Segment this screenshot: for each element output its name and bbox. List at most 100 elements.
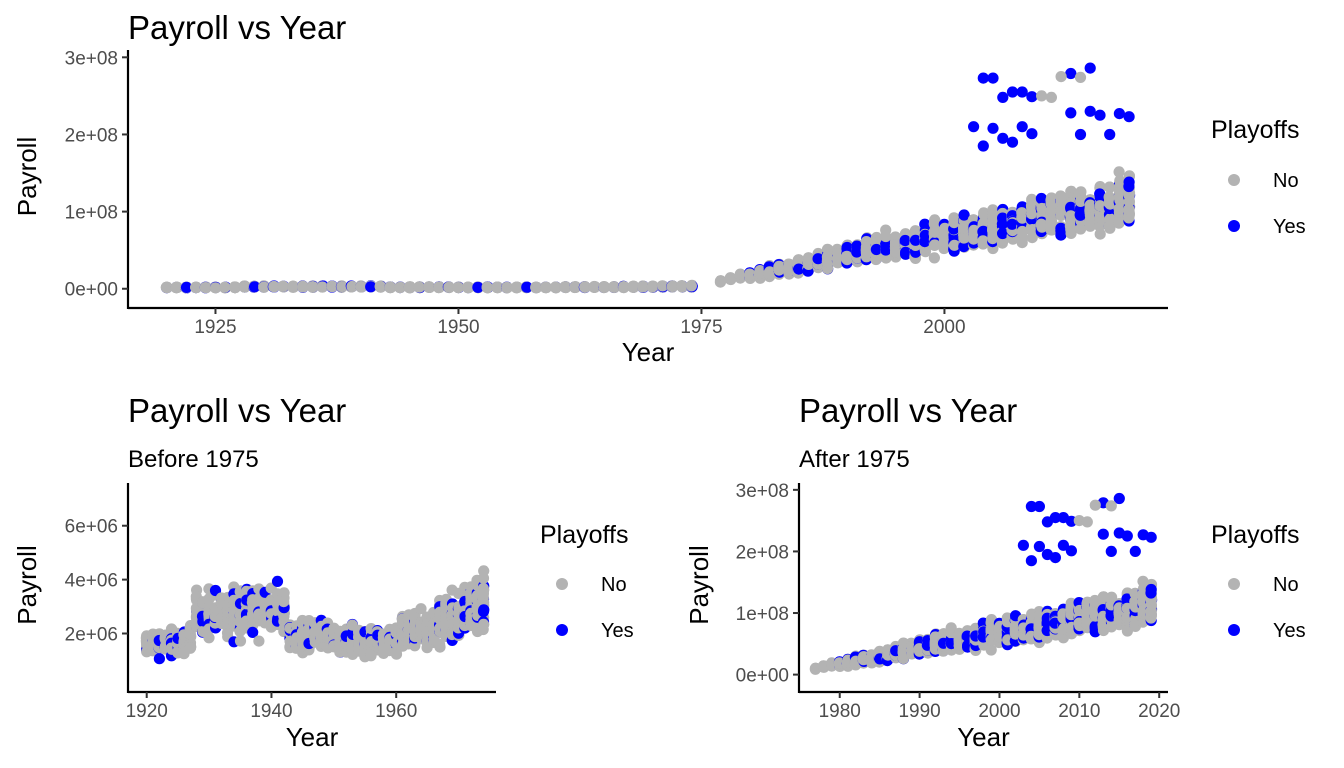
- point-playoffs-no: [1137, 575, 1149, 587]
- point-playoffs-no: [627, 281, 639, 293]
- point-playoffs-yes: [870, 243, 883, 256]
- point-playoffs-no: [968, 224, 980, 236]
- point-playoffs-no: [356, 281, 368, 293]
- point-playoffs-no: [929, 226, 941, 238]
- point-playoffs-no: [404, 281, 416, 293]
- x-tick-label: 2000: [923, 317, 965, 338]
- point-playoffs-no: [161, 281, 173, 294]
- chart-subtitle: Before 1975: [128, 446, 259, 473]
- point-playoffs-no: [948, 217, 960, 229]
- point-playoffs-no: [184, 642, 196, 654]
- point-playoffs-no: [1094, 211, 1106, 223]
- point-playoffs-no: [1055, 191, 1067, 203]
- point-playoffs-no: [1104, 221, 1116, 233]
- point-playoffs-no: [1026, 224, 1038, 236]
- x-tick-label: 1920: [126, 701, 168, 722]
- point-playoffs-no: [666, 281, 678, 293]
- point-playoffs-no: [754, 267, 766, 279]
- point-playoffs-no: [929, 239, 941, 251]
- point-playoffs-no: [200, 282, 212, 294]
- point-playoffs-no: [822, 244, 834, 256]
- point-playoffs-no: [985, 644, 997, 656]
- point-playoffs-yes: [1123, 176, 1135, 188]
- x-tick-label: 1925: [194, 317, 236, 338]
- legend-label-no: No: [1273, 170, 1299, 192]
- point-playoffs-no: [1045, 204, 1057, 216]
- point-playoffs-yes: [1065, 67, 1077, 80]
- point-playoffs-no: [676, 280, 688, 293]
- point-playoffs-no: [618, 281, 630, 293]
- point-playoffs-no: [510, 281, 522, 294]
- point-playoffs-yes: [1084, 62, 1096, 74]
- point-playoffs-no: [1045, 219, 1057, 231]
- point-playoffs-no: [1114, 175, 1126, 187]
- point-playoffs-yes: [1113, 108, 1125, 120]
- point-playoffs-no: [1026, 193, 1038, 205]
- point-playoffs-yes: [1033, 500, 1045, 513]
- point-playoffs-yes: [919, 229, 931, 241]
- point-playoffs-yes: [812, 253, 824, 265]
- point-playoffs-yes: [1074, 128, 1087, 141]
- point-playoffs-yes: [997, 91, 1009, 103]
- point-playoffs-yes: [365, 281, 377, 293]
- point-playoffs-no: [657, 280, 669, 292]
- point-playoffs-no: [452, 282, 464, 294]
- legend: Playoffs No Yes: [1211, 521, 1306, 642]
- point-playoffs-no: [1074, 71, 1087, 83]
- point-playoffs-no: [1094, 200, 1106, 212]
- legend: Playoffs No Yes: [540, 521, 634, 642]
- point-playoffs-no: [238, 281, 250, 293]
- point-playoffs-yes: [1065, 107, 1077, 119]
- point-playoffs-no: [734, 268, 746, 280]
- chart-panel-2: Payroll vs Year Before 1975 1920 1940 1960 2e…: [12, 392, 634, 752]
- point-playoffs-yes: [1113, 492, 1125, 505]
- point-playoffs-yes: [1025, 555, 1037, 567]
- point-playoffs-no: [724, 272, 736, 284]
- point-playoffs-no: [646, 281, 659, 293]
- point-playoffs-no: [598, 281, 611, 293]
- y-tick-label: 4e+06: [65, 571, 118, 592]
- point-playoffs-no: [714, 275, 727, 287]
- point-playoffs-yes: [997, 227, 1009, 240]
- legend-label-no: No: [601, 574, 627, 596]
- point-playoffs-no: [253, 635, 265, 647]
- point-playoffs-no: [928, 252, 941, 264]
- point-playoffs-no: [1036, 221, 1048, 233]
- x-axis-title: Year: [286, 722, 339, 752]
- point-playoffs-no: [297, 280, 309, 293]
- point-playoffs-yes: [900, 246, 912, 258]
- point-playoffs-yes: [1049, 511, 1061, 524]
- point-playoffs-no: [861, 249, 873, 261]
- point-playoffs-yes: [478, 604, 490, 616]
- point-playoffs-yes: [1104, 128, 1116, 141]
- chart-title: Payroll vs Year: [128, 392, 346, 429]
- point-playoffs-no: [268, 280, 280, 293]
- point-playoffs-yes: [1145, 531, 1157, 543]
- legend: Playoffs No Yes: [1211, 116, 1306, 238]
- point-playoffs-no: [413, 281, 425, 293]
- y-axis-title: Payroll: [684, 545, 714, 624]
- point-playoffs-no: [1036, 90, 1048, 102]
- chart-title: Payroll vs Year: [128, 9, 346, 46]
- point-playoffs-no: [288, 281, 300, 293]
- point-playoffs-no: [478, 618, 490, 631]
- point-playoffs-no: [384, 281, 396, 293]
- point-playoffs-no: [1081, 516, 1093, 528]
- point-playoffs-yes: [1016, 121, 1028, 133]
- point-playoffs-no: [1036, 202, 1048, 215]
- point-playoffs-no: [1045, 91, 1057, 103]
- point-playoffs-no: [433, 281, 445, 293]
- point-playoffs-no: [209, 282, 222, 294]
- point-playoffs-no: [1113, 166, 1125, 178]
- point-playoffs-no: [822, 256, 834, 268]
- point-playoffs-yes: [271, 575, 284, 588]
- y-tick-label: 2e+06: [65, 625, 118, 646]
- x-tick-label: 2000: [978, 701, 1020, 722]
- y-tick-label: 6e+06: [65, 517, 118, 538]
- point-playoffs-no: [478, 565, 490, 577]
- point-playoffs-yes: [997, 132, 1009, 144]
- point-playoffs-no: [229, 282, 241, 294]
- point-playoffs-no: [278, 596, 290, 608]
- point-playoffs-no: [579, 281, 591, 293]
